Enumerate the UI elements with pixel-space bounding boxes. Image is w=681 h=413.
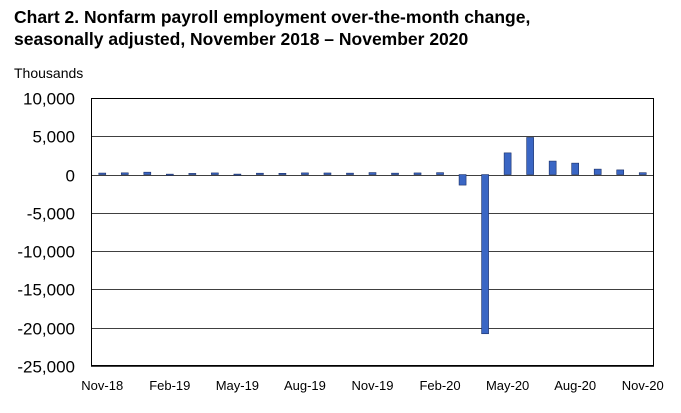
bar: [616, 169, 625, 175]
x-tick-label: Aug-20: [554, 378, 596, 393]
chart-subtitle: seasonally adjusted, November 2018 – Nov…: [14, 29, 469, 49]
bar: [503, 152, 512, 175]
plot-frame: [91, 98, 654, 366]
bar: [571, 162, 579, 175]
bar: [436, 172, 444, 175]
bar: [638, 172, 647, 175]
bar: [481, 174, 489, 335]
bar: [120, 172, 129, 175]
y-tick-label: 5,000: [32, 128, 75, 147]
bar: [278, 173, 287, 175]
x-tick-label: Nov-18: [81, 378, 123, 393]
y-tick-label: 0: [66, 167, 75, 186]
bar: [548, 160, 557, 175]
x-tick-label: Nov-19: [352, 378, 394, 393]
bar: [166, 173, 174, 176]
bar: [368, 172, 377, 175]
x-tick-label: May-19: [216, 378, 259, 393]
x-tick-label: Aug-19: [284, 378, 326, 393]
bar: [301, 172, 309, 175]
bar: [526, 137, 534, 175]
bar: [233, 173, 242, 176]
bar: [143, 171, 152, 175]
bar: [211, 172, 219, 175]
y-tick-label: -20,000: [17, 320, 75, 339]
bar: [256, 172, 264, 175]
bar: [188, 173, 197, 175]
bar: [391, 172, 399, 175]
x-tick-label: Nov-20: [622, 378, 664, 393]
bar: [413, 172, 422, 175]
y-axis-unit-label: Thousands: [14, 65, 84, 81]
bar: [98, 172, 107, 175]
y-tick-label: 10,000: [23, 90, 75, 109]
bar: [458, 174, 467, 186]
bar: [323, 172, 332, 175]
x-tick-label: Feb-19: [149, 378, 190, 393]
x-tick-label: Feb-20: [419, 378, 460, 393]
y-tick-label: -25,000: [17, 358, 75, 377]
y-tick-label: -5,000: [27, 205, 75, 224]
bar: [346, 172, 354, 175]
x-tick-label: May-20: [486, 378, 529, 393]
chart-title: Chart 2. Nonfarm payroll employment over…: [14, 6, 530, 50]
y-tick-label: -10,000: [17, 243, 75, 262]
chart-title-line-1: Chart 2. Nonfarm payroll employment over…: [14, 7, 531, 27]
bar: [593, 168, 602, 175]
y-tick-label: -15,000: [17, 281, 75, 300]
